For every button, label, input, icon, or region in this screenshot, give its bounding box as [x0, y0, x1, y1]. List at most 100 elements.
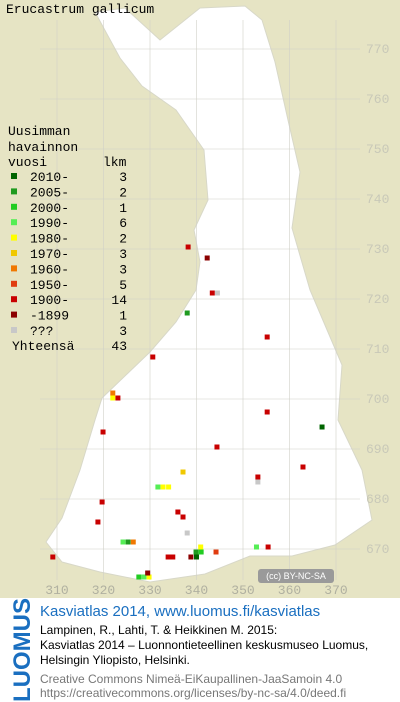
y-tick-label: 740	[366, 192, 389, 207]
x-tick-label: 310	[45, 583, 68, 598]
finland-outline	[45, 5, 373, 583]
observation	[160, 484, 166, 490]
legend-swatch	[11, 311, 17, 318]
y-tick-label: 770	[366, 42, 389, 57]
observation	[264, 409, 270, 415]
observation	[214, 444, 220, 450]
legend-count: 14	[111, 293, 127, 308]
legend-swatch	[11, 327, 17, 333]
observation	[198, 549, 204, 555]
legend-swatch	[11, 188, 17, 195]
y-tick-label: 760	[366, 92, 389, 107]
observation	[319, 424, 325, 430]
observation	[50, 554, 56, 560]
legend-label: 1900-	[30, 293, 69, 308]
headline: Kasviatlas 2014, www.luomus.fi/kasviatla…	[40, 603, 320, 620]
legend-swatch	[11, 296, 17, 303]
observation	[130, 539, 136, 545]
observation	[165, 554, 171, 560]
observation	[110, 390, 116, 396]
license-badge-bg	[258, 569, 334, 583]
observation	[180, 469, 186, 475]
y-tick-label: 670	[366, 542, 389, 557]
observation	[166, 484, 172, 490]
observation	[145, 570, 151, 576]
observation	[255, 474, 261, 480]
y-tick-label: 720	[366, 292, 389, 307]
license-url: https://creativecommons.org/licenses/by-…	[40, 686, 346, 700]
citation: Kasviatlas 2014 – Luonnontieteellinen ke…	[40, 638, 368, 652]
legend-count: 6	[119, 216, 127, 231]
y-tick-label: 690	[366, 442, 389, 457]
x-tick-label: 370	[324, 583, 347, 598]
observation	[150, 354, 156, 360]
legend-heading: havainnon	[8, 140, 78, 155]
legend-count: 1	[119, 309, 127, 324]
y-tick-label: 710	[366, 342, 389, 357]
observation	[185, 244, 191, 250]
observation	[155, 484, 161, 490]
legend-label: 1950-	[30, 278, 69, 293]
legend-swatch	[11, 234, 17, 241]
observation	[194, 554, 199, 560]
observation	[115, 395, 121, 401]
observation	[175, 509, 181, 515]
observation	[255, 479, 261, 485]
logo: LUOMUS	[9, 598, 36, 702]
legend-count: 2	[119, 185, 127, 200]
observation	[188, 554, 194, 560]
observation	[198, 544, 204, 550]
legend-swatch	[11, 250, 17, 256]
total-value: 43	[111, 339, 127, 354]
legend-label: 2005-	[30, 185, 69, 200]
license-text: Creative Commons Nimeä-EiKaupallinen-Jaa…	[40, 672, 342, 686]
legend-label: ???	[30, 324, 53, 339]
legend-count: 1	[119, 201, 127, 216]
legend-heading: Uusimman	[8, 124, 70, 139]
legend-count: 3	[119, 170, 127, 185]
legend-label: 1990-	[30, 216, 69, 231]
observation	[264, 334, 270, 340]
x-tick-label: 360	[278, 583, 301, 598]
observation	[136, 574, 142, 580]
citation: Lampinen, R., Lahti, T. & Heikkinen M. 2…	[40, 623, 277, 637]
legend-count: 3	[119, 262, 127, 277]
x-tick-label: 340	[185, 583, 208, 598]
legend-label: 1960-	[30, 262, 69, 277]
observation	[100, 429, 106, 435]
observation	[180, 514, 186, 520]
legend-swatch	[11, 203, 17, 210]
legend-count: 3	[119, 324, 127, 339]
legend-count: 2	[119, 232, 127, 247]
observation	[110, 395, 116, 401]
license-badge: (cc) BY-NC-SA	[266, 571, 326, 581]
legend-swatch	[11, 173, 17, 179]
observation	[146, 574, 152, 580]
legend-count: 5	[119, 278, 127, 293]
total-label: Yhteensä	[12, 339, 75, 354]
observation	[120, 539, 126, 545]
observation	[184, 530, 190, 536]
observation	[300, 464, 306, 470]
x-tick-label: 320	[92, 583, 115, 598]
y-tick-label: 680	[366, 492, 389, 507]
y-tick-label: 700	[366, 392, 389, 407]
legend-swatch	[11, 280, 17, 287]
legend-heading: vuosi	[8, 155, 47, 170]
observation	[141, 574, 147, 580]
legend-label: -1899	[30, 309, 69, 324]
legend-label: 2010-	[30, 170, 69, 185]
observation	[99, 499, 105, 505]
legend-label: 1970-	[30, 247, 69, 262]
legend-swatch	[11, 219, 17, 226]
y-tick-label: 730	[366, 242, 389, 257]
x-tick-label: 330	[138, 583, 161, 598]
observation	[204, 255, 210, 261]
legend-label: 2000-	[30, 201, 69, 216]
observation	[184, 310, 190, 316]
y-tick-label: 750	[366, 142, 389, 157]
observation	[253, 544, 259, 550]
observation	[213, 549, 219, 555]
observation	[209, 290, 215, 296]
